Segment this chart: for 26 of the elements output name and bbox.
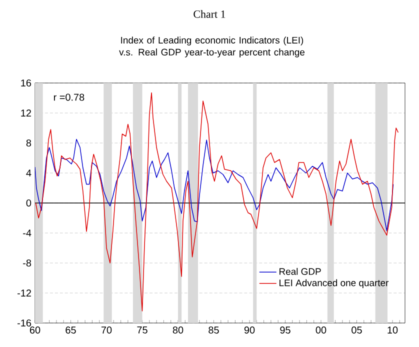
chart-subtitle: Index of Leading economic Indicators (LEI) v.s. Real GDP year-to-year percent change (119, 36, 305, 58)
legend-label: LEI Advanced one quarter (280, 279, 389, 288)
y-tick-label: -12 (18, 290, 31, 296)
x-tick-label: 65 (66, 326, 76, 334)
x-tick-label: 95 (280, 326, 290, 334)
y-tick-label: -8 (23, 259, 32, 267)
y-tick-label: -4 (23, 230, 32, 236)
chart-title: Chart 1 (194, 10, 226, 18)
y-tick-label: 12 (21, 110, 31, 116)
annotation: r =0.78 (54, 94, 84, 101)
x-tick-label: 80 (172, 326, 184, 334)
x-tick-label: 00 (316, 326, 326, 334)
x-tick-label: 10 (388, 326, 398, 334)
y-tick-label: -16 (18, 319, 32, 327)
x-tick-label: 70 (101, 326, 112, 334)
x-tick-label: 85 (208, 326, 219, 334)
y-tick-label: 8 (26, 139, 32, 147)
x-tick-label: 90 (244, 326, 255, 334)
legend-label: Real GDP (280, 268, 321, 275)
y-tick-label: 0 (26, 199, 32, 207)
y-tick-label: 4 (26, 170, 32, 176)
x-tick-label: 60 (30, 326, 40, 334)
x-tick-label: 75 (137, 326, 148, 334)
line-series (35, 92, 399, 312)
x-tick-label: 05 (352, 326, 362, 334)
y-tick-label: 16 (21, 79, 32, 87)
